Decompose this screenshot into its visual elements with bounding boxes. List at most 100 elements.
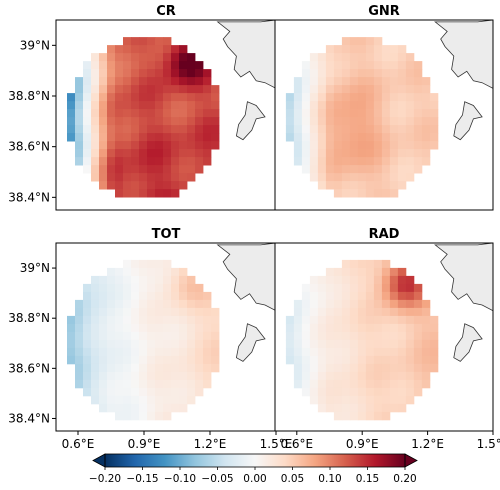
heatmap-cell: [397, 403, 407, 413]
heatmap-cell: [333, 141, 343, 150]
heatmap-cell: [341, 165, 351, 174]
heatmap-cell: [147, 363, 156, 373]
heatmap-cell: [389, 315, 399, 325]
heatmap-cell: [163, 157, 172, 166]
heatmap-cell: [341, 173, 351, 182]
heatmap-cell: [91, 77, 100, 86]
heatmap-cell: [187, 291, 196, 301]
heatmap-cell: [163, 355, 172, 365]
heatmap-cell: [301, 355, 311, 365]
heatmap-cell: [99, 117, 108, 126]
heatmap-cell: [413, 133, 423, 142]
y-tick-label: 38.4°N: [8, 411, 50, 425]
heatmap-cell: [187, 371, 196, 381]
heatmap-cell: [309, 101, 319, 110]
heatmap-cell: [349, 331, 359, 341]
heatmap-cell: [107, 157, 116, 166]
heatmap-cell: [309, 93, 319, 102]
heatmap-cell: [187, 347, 196, 357]
heatmap-cell: [381, 149, 391, 158]
heatmap-cell: [389, 141, 399, 150]
heatmap-cell: [285, 347, 295, 357]
heatmap-cell: [341, 339, 351, 349]
heatmap-cell: [107, 109, 116, 118]
heatmap-cell: [123, 133, 132, 142]
heatmap-cell: [301, 371, 311, 381]
heatmap-cell: [163, 101, 172, 110]
heatmap-cell: [373, 315, 383, 325]
heatmap-cell: [171, 387, 180, 397]
heatmap-cell: [115, 85, 124, 94]
heatmap-cell: [147, 117, 156, 126]
heatmap-cell: [317, 323, 327, 333]
heatmap-cell: [147, 291, 156, 301]
heatmap-cell: [131, 259, 140, 269]
heatmap-cell: [107, 173, 116, 182]
heatmap-cell: [99, 331, 108, 341]
heatmap-cell: [123, 403, 132, 413]
heatmap-cell: [301, 125, 311, 134]
heatmap-cell: [123, 259, 132, 269]
heatmap-cell: [163, 339, 172, 349]
heatmap-cell: [373, 77, 383, 86]
heatmap-cell: [195, 323, 204, 333]
heatmap-cell: [99, 53, 108, 62]
heatmap-cell: [99, 93, 108, 102]
heatmap-cell: [107, 339, 116, 349]
heatmap-cell: [421, 133, 431, 142]
heatmap-cell: [147, 355, 156, 365]
heatmap-cell: [309, 371, 319, 381]
heatmap-cell: [429, 133, 439, 142]
heatmap-cell: [131, 181, 140, 190]
heatmap-cell: [139, 93, 148, 102]
heatmap-cell: [421, 379, 431, 389]
heatmap-cell: [357, 315, 367, 325]
heatmap-cell: [341, 133, 351, 142]
heatmap-cell: [341, 141, 351, 150]
heatmap-cell: [349, 267, 359, 277]
heatmap-cell: [405, 379, 415, 389]
heatmap-cell: [83, 69, 92, 78]
heatmap-cell: [179, 117, 188, 126]
heatmap-cell: [179, 141, 188, 150]
heatmap-cell: [333, 125, 343, 134]
heatmap-cell: [293, 371, 303, 381]
heatmap-cell: [325, 173, 335, 182]
heatmap-cell: [421, 307, 431, 317]
heatmap-cell: [349, 315, 359, 325]
heatmap-cell: [397, 299, 407, 309]
heatmap-cell: [139, 363, 148, 373]
heatmap-cell: [389, 283, 399, 293]
heatmap-cell: [397, 347, 407, 357]
heatmap-cell: [195, 339, 204, 349]
heatmap-cell: [155, 149, 164, 158]
heatmap-cell: [389, 133, 399, 142]
heatmap-cell: [397, 157, 407, 166]
heatmap-cell: [421, 323, 431, 333]
heatmap-cell: [421, 355, 431, 365]
heatmap-cell: [211, 307, 220, 317]
heatmap-cell: [341, 355, 351, 365]
heatmap-cell: [349, 403, 359, 413]
heatmap-cell: [293, 299, 303, 309]
heatmap-cell: [107, 181, 116, 190]
heatmap-cell: [373, 403, 383, 413]
heatmap-cell: [187, 61, 196, 70]
heatmap-cell: [123, 109, 132, 118]
heatmap-cell: [139, 267, 148, 277]
heatmap-cell: [203, 371, 212, 381]
heatmap-cell: [341, 267, 351, 277]
heatmap-cell: [115, 157, 124, 166]
heatmap-cell: [67, 323, 76, 333]
heatmap-cell: [115, 45, 124, 54]
heatmap-cell: [107, 53, 116, 62]
heatmap-cell: [179, 363, 188, 373]
heatmap-cell: [75, 299, 84, 309]
heatmap-cell: [155, 299, 164, 309]
heatmap-cell: [139, 379, 148, 389]
heatmap-cell: [139, 101, 148, 110]
heatmap-cell: [349, 189, 359, 198]
heatmap-cell: [139, 371, 148, 381]
heatmap-cell: [179, 371, 188, 381]
heatmap-cell: [123, 37, 132, 46]
